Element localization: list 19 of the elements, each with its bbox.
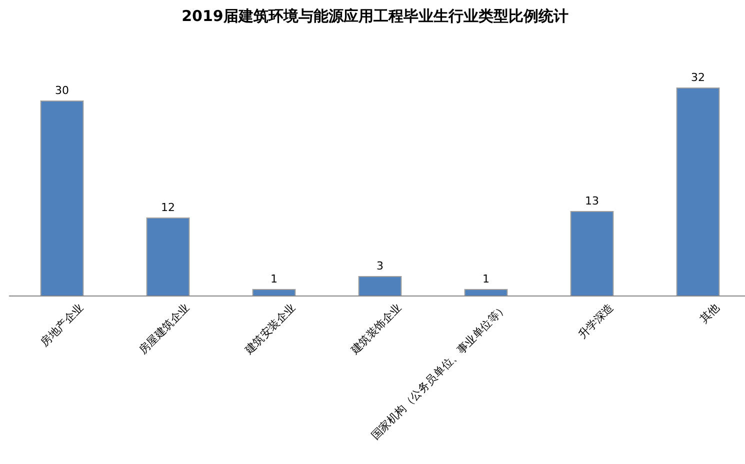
chart-title: 2019届建筑环境与能源应用工程毕业生行业类型比例统计: [182, 7, 568, 25]
data-label: 30: [55, 84, 69, 97]
x-tick-label: 升学深造: [576, 300, 616, 342]
bar: [570, 211, 614, 296]
x-tick-label: 建筑装饰企业: [348, 300, 404, 358]
data-label: 12: [161, 201, 175, 214]
data-label: 1: [482, 272, 490, 286]
x-tick-label: 房地产企业: [38, 300, 86, 350]
bar: [146, 218, 190, 296]
x-tick-label: 其他: [697, 300, 722, 326]
data-label: 32: [691, 71, 705, 84]
bar: [676, 88, 720, 296]
bar: [358, 276, 402, 296]
data-label: 13: [585, 194, 599, 208]
data-label: 1: [270, 272, 278, 286]
x-tick-label: 房屋建筑企业: [136, 300, 192, 357]
data-label: 3: [376, 260, 384, 272]
x-tick-label: 建筑安装企业: [242, 300, 298, 358]
bar: [40, 100, 84, 296]
